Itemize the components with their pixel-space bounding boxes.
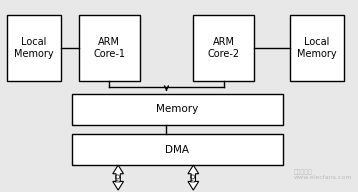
Text: Local
Memory: Local Memory — [14, 37, 54, 59]
Text: DMA: DMA — [165, 145, 189, 155]
Text: ARM
Core-2: ARM Core-2 — [208, 37, 240, 59]
Bar — [290, 15, 344, 81]
Bar — [72, 134, 283, 165]
Text: 电子发烧友
www.elecfans.com: 电子发烧友 www.elecfans.com — [294, 169, 352, 180]
Bar — [7, 15, 61, 81]
Bar — [79, 15, 140, 81]
Text: Local
Memory: Local Memory — [297, 37, 337, 59]
Polygon shape — [188, 165, 199, 190]
Text: Memory: Memory — [156, 104, 198, 114]
Text: I/O: I/O — [115, 173, 121, 182]
Bar — [72, 94, 283, 125]
Text: ARM
Core-1: ARM Core-1 — [93, 37, 125, 59]
Bar — [193, 15, 254, 81]
Text: I/O: I/O — [190, 173, 196, 182]
Polygon shape — [113, 165, 124, 190]
